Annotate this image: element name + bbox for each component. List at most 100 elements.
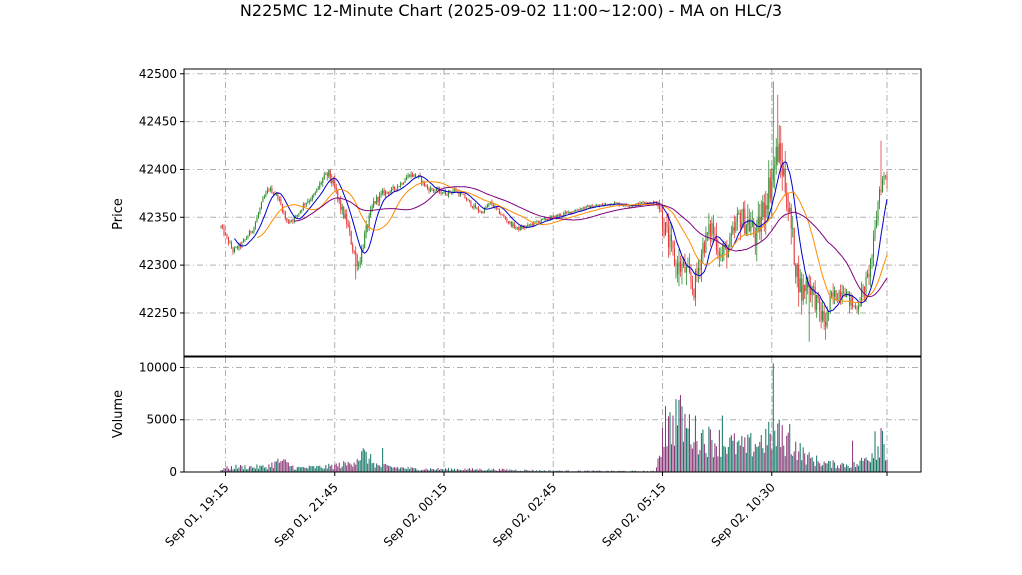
volume-bar bbox=[557, 470, 559, 472]
candle-body bbox=[681, 265, 683, 272]
volume-grid bbox=[184, 357, 921, 473]
volume-bar bbox=[684, 413, 686, 472]
candle-body bbox=[328, 170, 330, 177]
candle-body bbox=[245, 238, 247, 240]
volume-bar bbox=[482, 470, 484, 472]
volume-bar bbox=[346, 465, 348, 472]
volume-bar bbox=[329, 466, 331, 472]
candle-body bbox=[371, 206, 373, 210]
volume-bar bbox=[690, 444, 692, 472]
volume-bar bbox=[778, 419, 780, 472]
volume-bar bbox=[545, 470, 547, 472]
candle-body bbox=[883, 175, 885, 180]
candle-body bbox=[392, 186, 394, 189]
candle-body bbox=[714, 233, 716, 235]
volume-bar bbox=[283, 459, 285, 472]
volume-bar bbox=[419, 470, 421, 472]
volume-bar bbox=[492, 468, 494, 472]
candle-body bbox=[361, 249, 363, 263]
candle-body bbox=[667, 226, 670, 248]
volume-bar bbox=[394, 467, 396, 472]
volume-bar bbox=[343, 461, 345, 472]
volume-bar bbox=[861, 457, 863, 472]
price-ytick-label: 42500 bbox=[139, 67, 177, 81]
candle-body bbox=[389, 191, 391, 194]
candle-body bbox=[461, 192, 463, 195]
x-axis-ticks: Sep 01, 19:15 Sep 01, 21:45 Sep 02, 00:15 S… bbox=[162, 472, 888, 549]
volume-bar bbox=[503, 468, 505, 472]
candle-body bbox=[705, 232, 707, 253]
volume-bar bbox=[290, 466, 292, 472]
volume-bar bbox=[226, 466, 228, 472]
candle-body bbox=[816, 294, 818, 310]
volume-bar bbox=[849, 468, 851, 472]
candle-body bbox=[729, 236, 731, 248]
candle-body bbox=[421, 176, 423, 184]
candle-body bbox=[501, 214, 503, 216]
candle-body bbox=[301, 209, 303, 211]
volume-bar bbox=[497, 470, 499, 472]
volume-bar bbox=[250, 466, 252, 472]
candle-body bbox=[548, 219, 550, 221]
candle-body bbox=[341, 206, 343, 210]
candle-body bbox=[512, 223, 514, 227]
volume-bar bbox=[691, 448, 693, 472]
volume-bar bbox=[630, 470, 632, 472]
candle-body bbox=[380, 193, 382, 195]
candle-body bbox=[326, 173, 328, 177]
candle-body bbox=[492, 204, 494, 208]
volume-bar bbox=[584, 470, 586, 472]
candle-body bbox=[771, 181, 773, 199]
price-grid bbox=[184, 69, 921, 356]
volume-bar bbox=[552, 470, 554, 472]
volume-bar bbox=[697, 454, 699, 472]
candle-body bbox=[738, 213, 740, 214]
volume-bar bbox=[299, 467, 301, 472]
candle-body bbox=[796, 264, 798, 277]
candle-body bbox=[658, 206, 661, 211]
volume-bar bbox=[865, 457, 867, 472]
x-tick-label: Sep 02, 02:45 bbox=[490, 480, 559, 549]
volume-bar bbox=[540, 470, 542, 472]
volume-bar bbox=[883, 444, 885, 472]
candle-body bbox=[690, 272, 692, 282]
volume-bar bbox=[856, 464, 858, 472]
candle-body bbox=[822, 311, 824, 321]
candle-body bbox=[551, 216, 553, 218]
candle-body bbox=[789, 207, 791, 213]
candle-body bbox=[733, 227, 735, 231]
volume-bar bbox=[700, 432, 702, 472]
volume-bar bbox=[886, 459, 888, 472]
volume-bar bbox=[331, 464, 333, 472]
x-tick-label: Sep 01, 19:15 bbox=[162, 480, 231, 549]
volume-bar bbox=[813, 461, 815, 472]
volume-bar bbox=[488, 468, 490, 472]
candle-body bbox=[709, 224, 711, 236]
candle-body bbox=[832, 292, 834, 297]
candle-body bbox=[790, 207, 792, 229]
volume-bar bbox=[410, 467, 412, 472]
volume-bar bbox=[729, 437, 731, 472]
volume-bar bbox=[780, 447, 782, 472]
volume-bar bbox=[748, 437, 750, 472]
candle-body bbox=[576, 209, 578, 211]
volume-bar bbox=[265, 467, 267, 472]
volume-bar bbox=[412, 467, 414, 472]
volume-bar bbox=[431, 468, 433, 472]
candle-body bbox=[430, 187, 432, 192]
candle-body bbox=[343, 206, 345, 218]
volume-bar bbox=[397, 467, 399, 472]
volume-bar bbox=[612, 470, 614, 472]
candle-body bbox=[825, 321, 827, 327]
volume-bar bbox=[272, 467, 274, 472]
candle-body bbox=[578, 209, 580, 211]
volume-bar bbox=[373, 462, 375, 472]
volume-bar bbox=[474, 469, 476, 472]
candle-body bbox=[657, 204, 659, 207]
volume-bar bbox=[368, 458, 370, 472]
candle-body bbox=[581, 208, 583, 210]
volume-bar bbox=[717, 456, 719, 472]
candle-body bbox=[811, 286, 813, 296]
volume-bar bbox=[593, 470, 595, 472]
candle-body bbox=[868, 273, 870, 277]
